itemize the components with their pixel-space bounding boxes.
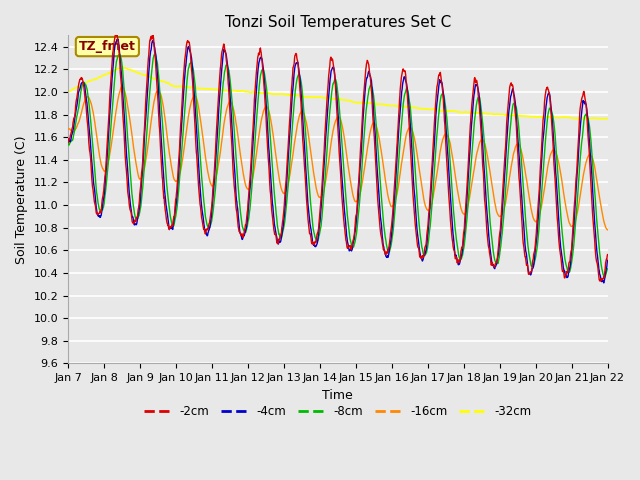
-16cm: [64, 126, 72, 132]
-4cm: [422, 248, 429, 254]
-32cm: [172, 84, 179, 89]
-16cm: [245, 186, 253, 192]
-4cm: [184, 44, 192, 49]
-4cm: [600, 280, 607, 286]
-4cm: [540, 130, 548, 135]
-2cm: [604, 252, 611, 257]
Legend: -2cm, -4cm, -8cm, -16cm, -32cm: -2cm, -4cm, -8cm, -16cm, -32cm: [140, 401, 536, 423]
X-axis label: Time: Time: [323, 389, 353, 402]
-8cm: [540, 160, 548, 166]
-4cm: [245, 199, 253, 205]
-32cm: [540, 114, 548, 120]
-16cm: [492, 207, 500, 213]
-32cm: [492, 111, 500, 117]
-16cm: [184, 113, 192, 119]
-2cm: [112, 31, 120, 37]
-2cm: [172, 201, 179, 206]
-16cm: [540, 190, 548, 196]
-2cm: [64, 140, 72, 145]
-2cm: [492, 259, 500, 264]
-2cm: [422, 244, 429, 250]
-16cm: [118, 84, 126, 89]
-2cm: [596, 278, 604, 284]
-8cm: [116, 51, 124, 57]
Y-axis label: Soil Temperature (C): Soil Temperature (C): [15, 135, 28, 264]
-16cm: [422, 204, 429, 210]
-8cm: [422, 251, 429, 257]
-32cm: [604, 116, 611, 121]
-4cm: [604, 258, 611, 264]
Line: -8cm: -8cm: [68, 54, 607, 278]
Line: -32cm: -32cm: [68, 67, 607, 119]
-32cm: [245, 89, 253, 95]
-8cm: [184, 65, 192, 71]
Line: -4cm: -4cm: [68, 39, 607, 283]
-32cm: [184, 84, 192, 90]
-32cm: [118, 64, 125, 70]
-16cm: [172, 178, 179, 184]
-4cm: [114, 36, 122, 42]
Line: -16cm: -16cm: [68, 86, 607, 230]
-2cm: [245, 191, 253, 196]
-4cm: [492, 262, 500, 267]
-32cm: [64, 88, 72, 94]
-16cm: [604, 227, 611, 233]
-8cm: [492, 260, 500, 265]
-32cm: [422, 106, 429, 112]
-8cm: [172, 215, 179, 221]
Title: Tonzi Soil Temperatures Set C: Tonzi Soil Temperatures Set C: [225, 15, 451, 30]
-4cm: [172, 207, 179, 213]
-8cm: [601, 275, 609, 281]
-8cm: [245, 215, 253, 221]
-2cm: [184, 39, 192, 45]
-32cm: [598, 116, 605, 121]
-8cm: [604, 266, 611, 272]
-8cm: [64, 141, 72, 147]
-4cm: [64, 137, 72, 143]
Line: -2cm: -2cm: [68, 34, 607, 281]
Text: TZ_fmet: TZ_fmet: [79, 40, 136, 53]
-2cm: [540, 111, 548, 117]
